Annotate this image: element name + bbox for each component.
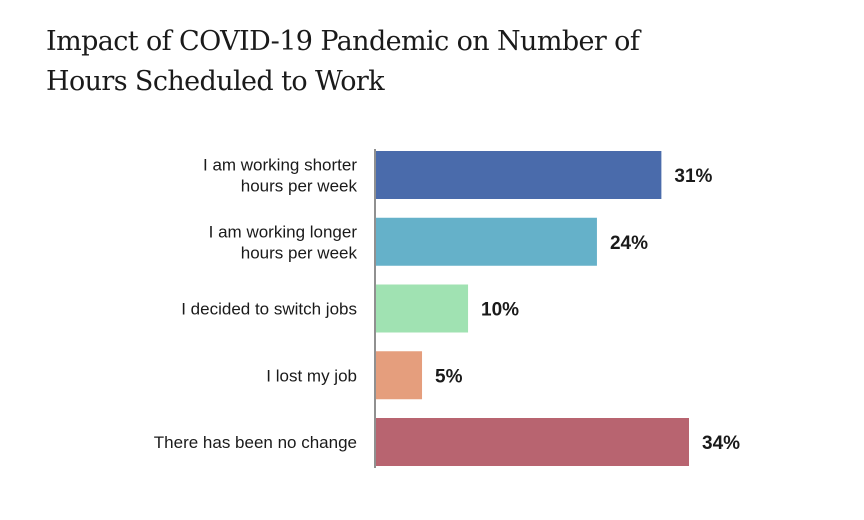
category-label-2: I decided to switch jobs	[181, 300, 357, 319]
value-label-1: 24%	[610, 233, 648, 254]
chart-title-line-2: Hours Scheduled to Work	[46, 66, 385, 97]
bar-4	[376, 418, 689, 466]
bar-2	[376, 284, 469, 333]
bar-1	[376, 217, 597, 266]
bar-3	[376, 351, 423, 400]
category-label-0-line-0: I am working shorter	[203, 156, 357, 175]
category-label-3: I lost my job	[266, 366, 357, 385]
category-label-1-line-1: hours per week	[241, 243, 358, 262]
category-label-1-line-0: I am working longer	[209, 222, 358, 241]
bars-group: 31% I am working shorter hours per week 24%…	[154, 151, 740, 466]
value-label-3: 5%	[435, 366, 463, 387]
category-label-0-line-1: hours per week	[241, 177, 358, 196]
chart-title-line-1: Impact of COVID-19 Pandemic on Number of	[46, 26, 640, 57]
value-label-0: 31%	[674, 166, 712, 187]
chart-title: Impact of COVID-19 Pandemic on Number of…	[46, 22, 766, 102]
value-label-2: 10%	[481, 300, 519, 321]
category-label-4: There has been no change	[154, 433, 357, 452]
value-label-4: 34%	[702, 433, 740, 454]
bar-0	[376, 151, 662, 199]
